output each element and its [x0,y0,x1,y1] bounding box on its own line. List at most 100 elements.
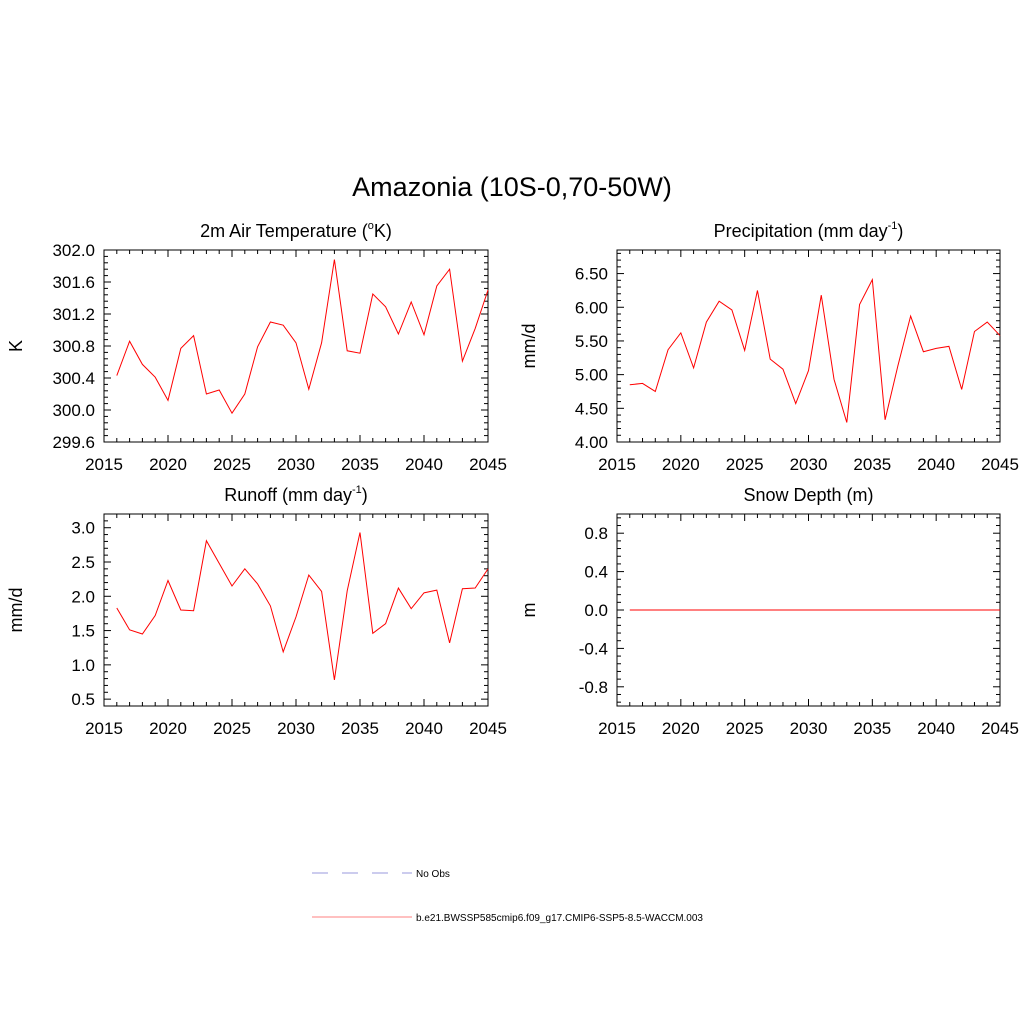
data-point [243,392,246,395]
data-point [666,608,669,611]
data-point [128,340,131,343]
x-tick-label: 2025 [213,719,251,738]
data-point [115,606,118,609]
data-point [909,314,912,317]
data-point [896,364,899,367]
data-point [986,608,989,611]
data-point [998,608,1001,611]
x-tick-label: 2030 [277,719,315,738]
y-tick-label: 4.00 [575,433,608,452]
data-point [986,320,989,323]
x-tick-label: 2015 [598,455,636,474]
data-point [230,412,233,415]
y-tick-label: 300.4 [52,369,95,388]
data-point [858,303,861,306]
data-point [115,374,118,377]
data-point [807,608,810,611]
x-tick-label: 2040 [917,719,955,738]
data-point [973,330,976,333]
panel-air-temperature: 2m Air Temperature (oK) K 2015 2020 2025 2030… [6,220,507,474]
data-point [628,383,631,386]
y-tick-label: 0.0 [584,601,608,620]
data-point [230,584,233,587]
data-point [845,421,848,424]
data-point [269,320,272,323]
data-point [448,641,451,644]
data-point [422,591,425,594]
data-point [998,334,1001,337]
y-tick-label: 0.8 [584,524,608,543]
y-tick-label: 6.50 [575,265,608,284]
data-point [358,352,361,355]
x-tick-label: 2040 [405,455,443,474]
legend-label-no-obs: No Obs [416,869,450,880]
data-point [832,378,835,381]
y-tick-label: 2.5 [71,553,95,572]
data-point [333,678,336,681]
panel-runoff: Runoff (mm day-1) mm/d 2015 2020 2025 2030 203… [6,484,507,738]
data-point [628,608,631,611]
data-point [781,368,784,371]
data-point [128,628,131,631]
panel-title: Runoff (mm day-1) [224,484,368,505]
data-point [858,608,861,611]
data-point [166,399,169,402]
data-point [282,650,285,653]
y-tick-label: -0.8 [579,678,608,697]
data-point [141,632,144,635]
data-point [474,586,477,589]
data-point [922,350,925,353]
data-point [769,358,772,361]
x-tick-label: 2040 [405,719,443,738]
y-tick-label: 0.5 [71,690,95,709]
y-tick-label: 300.0 [52,401,95,420]
data-point [947,608,950,611]
x-tick-label: 2025 [726,455,764,474]
x-tick-label: 2035 [341,719,379,738]
data-point [705,608,708,611]
data-point [384,622,387,625]
data-point [820,294,823,297]
y-axis-label: mm/d [6,588,26,633]
figure-title: Amazonia (10S-0,70-50W) [352,172,672,202]
y-tick-label: 302.0 [52,241,95,260]
data-point [320,341,323,344]
x-tick-label: 2030 [790,719,828,738]
data-point [371,292,374,295]
data-point [397,332,400,335]
data-point [269,604,272,607]
data-point [307,388,310,391]
data-point [909,608,912,611]
x-tick-label: 2025 [213,455,251,474]
panel-title: Precipitation (mm day-1) [714,220,904,241]
x-tick-label: 2020 [149,455,187,474]
data-point [141,363,144,366]
data-point [256,345,259,348]
panel-title: 2m Air Temperature (oK) [200,220,392,241]
x-tick-label: 2045 [469,455,507,474]
x-tick-label: 2035 [853,455,891,474]
data-point [960,608,963,611]
data-point [756,608,759,611]
data-point [654,608,657,611]
data-point [960,388,963,391]
data-point [973,608,976,611]
data-point [884,608,887,611]
data-point [422,333,425,336]
y-tick-label: 5.00 [575,366,608,385]
data-point [320,590,323,593]
x-tick-label: 2025 [726,719,764,738]
data-point [666,348,669,351]
data-point [756,289,759,292]
data-point [922,608,925,611]
data-point [845,608,848,611]
data-point [435,284,438,287]
data-point [435,589,438,592]
data-point [307,573,310,576]
data-point [205,539,208,542]
data-point [333,258,336,261]
data-point [794,402,797,405]
data-point [935,608,938,611]
